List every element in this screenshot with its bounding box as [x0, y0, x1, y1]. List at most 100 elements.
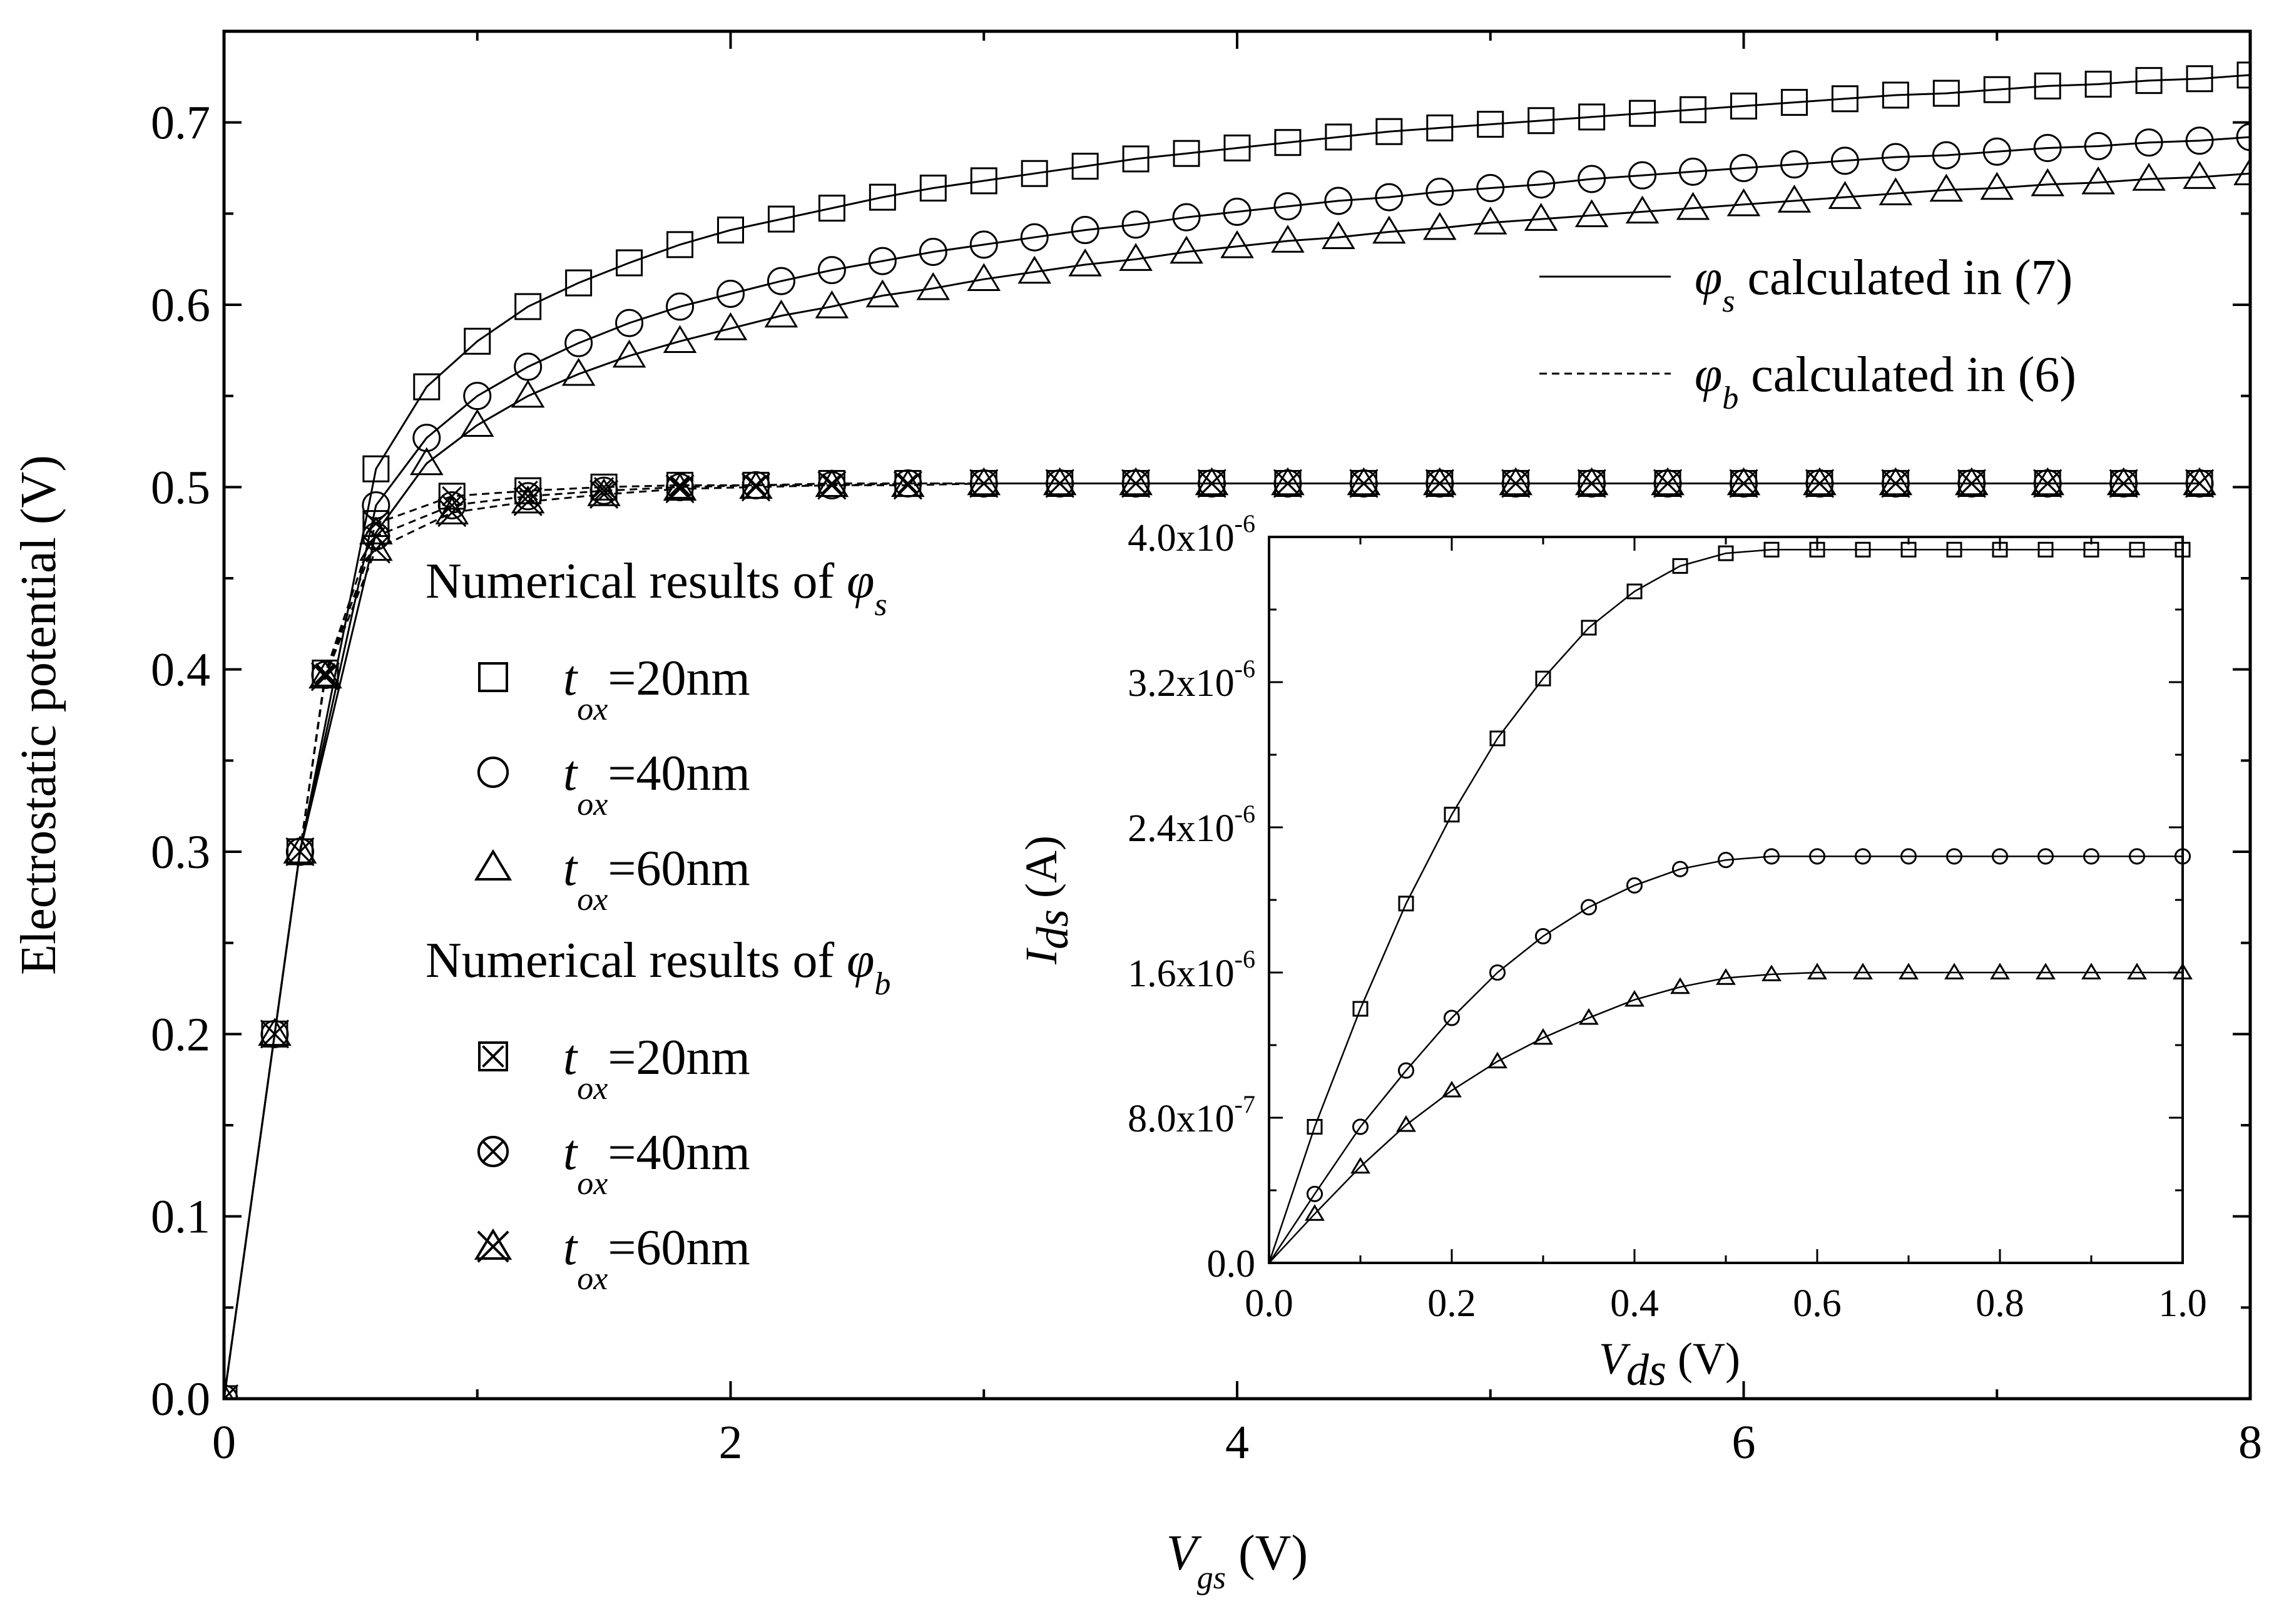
data-point [1195, 467, 1229, 498]
data-point [1651, 467, 1685, 498]
data-point [1172, 203, 1201, 232]
data-point [1347, 467, 1381, 498]
data-point [970, 167, 997, 195]
data-point [561, 357, 596, 386]
inset-data-point [1944, 963, 1964, 979]
inset-data-point [1624, 989, 1644, 1007]
data-point [2236, 61, 2250, 89]
data-point [1932, 141, 1961, 170]
data-point [818, 195, 845, 222]
data-point [1628, 161, 1657, 190]
inset-y-tick-label: 4.0x10-6 [1128, 509, 1255, 559]
data-point [1882, 81, 1909, 109]
series-line [224, 483, 2200, 1399]
inset-y-tick-label: 3.2x10-6 [1128, 655, 1255, 705]
inset-data-point [1763, 541, 1780, 558]
data-point [817, 256, 846, 285]
inset-data-point [2128, 848, 2146, 865]
inset-data-point [1444, 807, 1460, 823]
data-point [869, 183, 896, 211]
inset-data-point [2037, 541, 2054, 558]
inset-data-point [2173, 963, 2193, 979]
inset-data-point [1900, 848, 1917, 865]
inset-data-point [1900, 541, 1917, 558]
legend-marker [478, 662, 508, 692]
data-point [2081, 166, 2115, 195]
inset-x-tick-label: 0.0 [1245, 1282, 1293, 1325]
data-point [1476, 174, 1505, 203]
marker-legend-label: tox=20nm [563, 651, 750, 727]
inset-data-point [1991, 848, 2009, 865]
x-tick-label: 8 [2238, 1416, 2262, 1469]
data-point [969, 230, 998, 259]
data-point [2084, 132, 2113, 161]
inset-data-point [2175, 541, 2191, 558]
data-point [891, 469, 925, 500]
data-point [1426, 114, 1454, 141]
inset-data-point [2127, 963, 2147, 979]
marker-legend-heading: Numerical results of φs [426, 554, 887, 623]
data-point [2185, 126, 2214, 155]
data-point [1679, 157, 1708, 186]
data-point [1780, 89, 1808, 116]
inset-data-point [1352, 1118, 1369, 1135]
inset-data-point [1305, 1204, 1325, 1221]
series-line [224, 74, 2250, 1399]
data-point [1322, 221, 1355, 249]
data-point [410, 447, 444, 476]
data-point [739, 471, 773, 502]
series-line [224, 136, 2250, 1399]
inset-x-tick-label: 0.4 [1610, 1282, 1659, 1325]
inset-data-point [1717, 852, 1735, 869]
marker-legend-label: tox=60nm [563, 1220, 750, 1297]
inset-data-point [2036, 963, 2056, 979]
y-tick-label: 0.0 [151, 1373, 210, 1426]
marker-legend-label: tox=40nm [563, 1125, 750, 1202]
inset-data-point [2081, 963, 2101, 979]
data-point [615, 309, 644, 337]
legend-marker [477, 1135, 509, 1168]
inset-data-point [1396, 1115, 1416, 1132]
inset-x-tick-label: 0.8 [1976, 1282, 2024, 1325]
inset-y-tick-label: 0.0 [1207, 1243, 1256, 1285]
data-point [2106, 467, 2141, 498]
x-tick-label: 2 [719, 1416, 743, 1469]
inset-data-point [1306, 1185, 1323, 1202]
data-point [868, 247, 897, 275]
data-point [308, 660, 342, 692]
data-point [1499, 467, 1533, 498]
series-line [224, 172, 2250, 1399]
data-point [1220, 230, 1254, 258]
x-tick-label: 6 [1732, 1416, 1756, 1469]
legend-marker [478, 1041, 508, 1071]
data-point [967, 263, 1001, 291]
data-point [1020, 223, 1049, 252]
inset-y-axis-label: Ids (A) [1016, 835, 1078, 965]
inset-series-line [1268, 549, 2183, 1264]
marker-legend-label: tox=40nm [563, 746, 750, 822]
data-point [1173, 140, 1200, 167]
inset-data-point [1671, 861, 1689, 877]
data-point [1324, 186, 1353, 215]
data-point [1223, 134, 1251, 161]
data-point [1122, 145, 1150, 173]
data-point [663, 325, 697, 354]
data-point [1423, 212, 1457, 240]
data-point [258, 1018, 292, 1049]
data-point [1425, 177, 1454, 206]
data-point [1524, 203, 1558, 231]
inset-series-square [1268, 541, 2191, 1264]
data-point [1980, 171, 2014, 200]
inset-series-line [1268, 971, 2183, 1264]
inset-data-point [1853, 963, 1873, 979]
data-point [1477, 111, 1504, 138]
inset-data-point [1489, 964, 1506, 981]
inset-data-point [1946, 541, 1962, 558]
inset-x-tick-label: 0.6 [1793, 1282, 1842, 1325]
data-point [1777, 185, 1812, 213]
data-point [1730, 154, 1758, 182]
series-square [224, 61, 2250, 1399]
data-point [663, 472, 697, 504]
y-tick-label: 0.7 [151, 97, 210, 150]
data-point [413, 373, 441, 401]
